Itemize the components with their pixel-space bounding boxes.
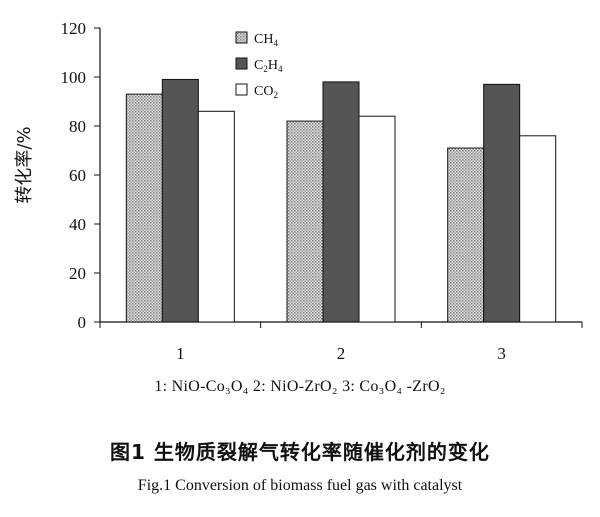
- legend-label-ch4: CH4: [254, 32, 278, 48]
- x-tick-label: 1: [176, 344, 185, 363]
- bar-ch4-cat-1: [125, 93, 163, 323]
- x-tick-label: 3: [497, 344, 506, 363]
- y-tick-label: 40: [69, 215, 86, 234]
- figure-caption-english: Fig.1 Conversion of biomass fuel gas wit…: [137, 477, 463, 494]
- legend: CH4 C2H4 CO2: [235, 31, 283, 100]
- bar-co2-cat-1: [197, 110, 235, 323]
- y-axis-label: 转化率/%: [14, 126, 35, 203]
- legend-label-c2h4: C2H4: [254, 58, 283, 74]
- x-tick-label: 2: [337, 344, 346, 363]
- y-tick-label: 100: [61, 68, 87, 87]
- bar-ch4-cat-2: [286, 120, 324, 323]
- y-tick-label: 0: [78, 313, 87, 332]
- bar-c2h4-cat-2: [322, 81, 360, 323]
- bars: [125, 78, 557, 323]
- y-tick-label: 20: [69, 264, 86, 283]
- bar-ch4-cat-3: [447, 147, 485, 323]
- bar-co2-cat-3: [519, 135, 557, 323]
- bar-c2h4-cat-3: [483, 83, 521, 323]
- legend-swatch-co2: [235, 83, 248, 96]
- catalyst-note: 1: NiO-Co₃O₄ 2: NiO-ZrO₂ 3: Co₃O₄ -ZrO₂: [154, 378, 446, 395]
- y-axis: 0 20 40 60 80 100 120: [61, 19, 101, 332]
- figure-caption-chinese: 图1 生物质裂解气转化率随催化剂的变化: [110, 440, 490, 464]
- bar-c2h4-cat-1: [161, 78, 199, 323]
- bar-chart: 0 20 40 60 80 100 120 1 2 3 CH4 C2H4 CO2 转化率/%: [14, 19, 583, 363]
- bar-co2-cat-2: [358, 115, 396, 323]
- x-axis: 1 2 3: [99, 321, 583, 363]
- y-tick-label: 80: [69, 117, 86, 136]
- legend-swatch-ch4: [235, 31, 248, 44]
- y-tick-label: 120: [61, 19, 87, 38]
- legend-swatch-c2h4: [235, 57, 248, 70]
- y-tick-label: 60: [69, 166, 86, 185]
- legend-label-co2: CO2: [254, 84, 278, 100]
